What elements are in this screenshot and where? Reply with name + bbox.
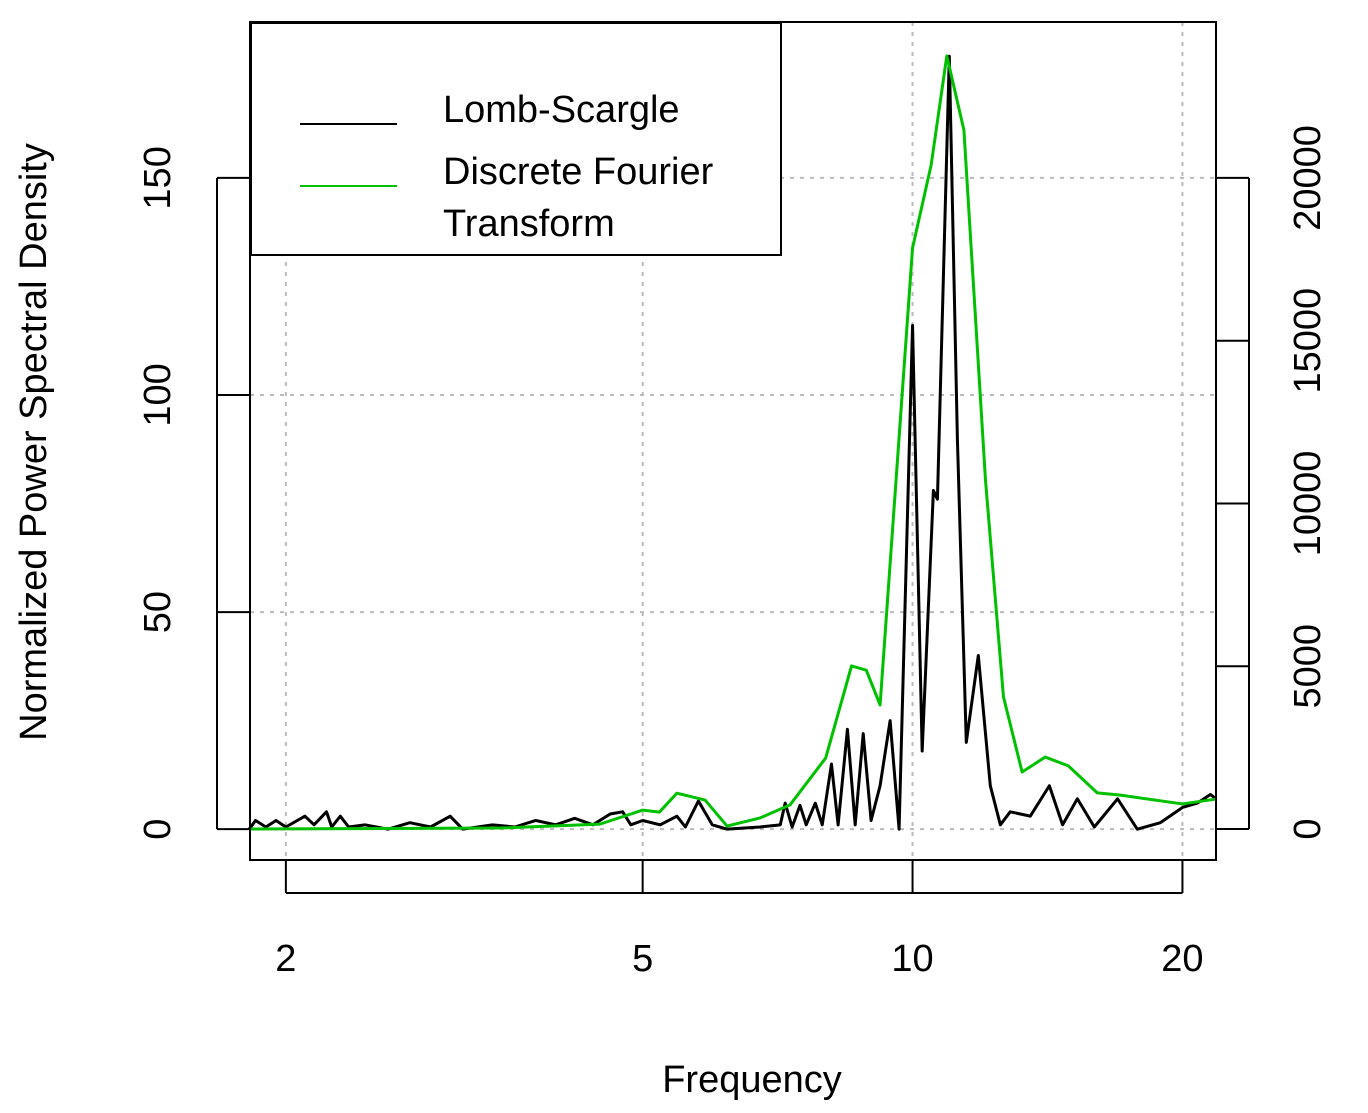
y2-tick-label: 5000 xyxy=(1287,624,1329,709)
line-series xyxy=(249,54,1217,831)
legend-item: Lomb-Scargle xyxy=(300,84,780,136)
legend-swatch xyxy=(300,123,397,126)
legend: Lomb-Scargle Discrete Fourier Transform xyxy=(250,22,782,256)
y2-tick-label: 20000 xyxy=(1287,125,1329,231)
y-tick-label: 0 xyxy=(137,819,179,840)
y2-tick-label: 15000 xyxy=(1287,288,1329,394)
legend-label: Discrete Fourier Transform xyxy=(443,151,714,245)
x-tick-label: 5 xyxy=(632,938,653,980)
y-tick-label: 50 xyxy=(137,591,179,633)
x-tick-label: 10 xyxy=(891,938,933,980)
y-axis-label: Normalized Power Spectral Density xyxy=(13,143,55,741)
y2-tick-label: 0 xyxy=(1287,818,1329,839)
legend-swatch xyxy=(300,185,397,188)
x-tick-label: 20 xyxy=(1161,938,1203,980)
x-tick-label: 2 xyxy=(275,938,296,980)
x-axis-label: Frequency xyxy=(662,1059,842,1101)
legend-label: Lomb-Scargle xyxy=(443,89,680,131)
y2-tick-label: 10000 xyxy=(1287,451,1329,557)
y-tick-label: 100 xyxy=(137,363,179,426)
legend-item: Discrete Fourier Transform xyxy=(300,146,780,250)
y-tick-label: 150 xyxy=(137,146,179,209)
